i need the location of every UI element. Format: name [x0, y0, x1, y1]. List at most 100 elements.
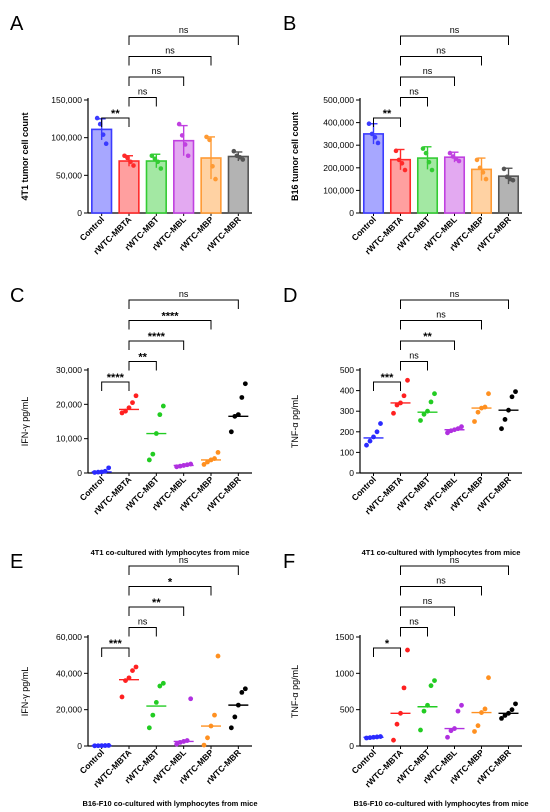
data-point [179, 133, 185, 138]
bar [227, 155, 249, 214]
data-point [133, 664, 139, 670]
data-point [205, 459, 210, 465]
data-point [242, 686, 248, 692]
significance-bracket [400, 76, 455, 86]
data-point [401, 685, 407, 691]
significance-bracket [128, 97, 157, 107]
data-point [510, 177, 516, 183]
data-point [472, 419, 477, 424]
significance-bracket [400, 565, 509, 575]
significance-label: ns [409, 617, 419, 627]
data-point [391, 737, 396, 743]
data-point [153, 700, 159, 705]
data-point [421, 411, 427, 417]
significance-label: ns [152, 66, 162, 76]
data-point [513, 701, 518, 707]
significance-label: ns [138, 617, 148, 627]
bar [145, 160, 167, 214]
data-point [149, 153, 155, 159]
significance-label: * [385, 638, 390, 650]
data-point [182, 142, 188, 147]
data-point [418, 727, 423, 733]
data-point [205, 735, 210, 741]
data-point [402, 167, 408, 173]
data-point [215, 450, 221, 455]
significance-bracket [373, 381, 401, 391]
significance-label: ** [152, 597, 161, 609]
panel-letter: D [283, 285, 297, 307]
data-point [472, 729, 477, 734]
significance-bracket [400, 35, 509, 45]
y-tick-label: 0 [77, 741, 82, 751]
significance-bracket [101, 117, 130, 127]
y-tick-label: 30,000 [56, 365, 82, 375]
y-tick-label: 0 [349, 468, 354, 478]
panel-letter: C [10, 285, 24, 307]
significance-bracket [128, 565, 239, 575]
y-tick-label: 50,000 [56, 170, 82, 180]
data-point [482, 706, 488, 712]
data-point [155, 159, 161, 165]
y-axis-title: IFN-γ pg/mL [20, 667, 30, 717]
y-tick-label: 300,000 [323, 140, 354, 150]
data-point [231, 148, 237, 154]
data-point [423, 150, 429, 156]
data-point [201, 462, 207, 467]
data-point [401, 393, 407, 399]
significance-label: ** [423, 331, 432, 343]
data-point [150, 451, 156, 457]
data-point [509, 707, 515, 713]
data-point [405, 647, 410, 653]
significance-label: ** [138, 352, 147, 364]
data-point [364, 442, 369, 448]
data-point [131, 163, 136, 168]
data-point [475, 723, 481, 729]
data-point [242, 381, 248, 387]
data-point [100, 132, 106, 137]
y-tick-label: 500,000 [323, 95, 354, 105]
data-point [157, 412, 163, 418]
data-point [502, 417, 508, 422]
data-point [103, 141, 109, 146]
data-point [133, 393, 139, 399]
data-point [158, 166, 164, 171]
significance-label: ns [436, 576, 446, 586]
significance-label: *** [381, 372, 395, 384]
data-point [445, 734, 450, 740]
data-point [146, 457, 152, 463]
data-point [184, 738, 190, 743]
x-axis-title: 4T1 co-cultured with lymphocytes from mi… [91, 548, 250, 557]
significance-label: ns [165, 46, 175, 56]
y-tick-label: 0 [77, 468, 82, 478]
data-point [455, 708, 461, 714]
bar [91, 128, 113, 214]
data-point [240, 157, 246, 162]
data-point [420, 146, 426, 151]
data-point [421, 708, 427, 714]
data-point [459, 702, 464, 708]
significance-bracket [128, 627, 157, 637]
data-point [185, 153, 191, 159]
y-tick-label: 500 [340, 705, 354, 715]
data-point [432, 678, 437, 683]
data-point [502, 713, 508, 718]
significance-label: ns [436, 46, 446, 56]
data-point [128, 159, 133, 165]
significance-bracket [400, 586, 482, 596]
panel-letter: F [283, 551, 295, 573]
significance-bracket [128, 56, 212, 66]
y-tick-label: 300 [340, 406, 354, 416]
data-point [204, 134, 209, 140]
y-tick-label: 10,000 [56, 434, 82, 444]
x-axis-title: B16-F10 co-cultured with lymphocytes fro… [353, 799, 528, 808]
panel-letter: E [10, 551, 23, 573]
data-point [119, 694, 125, 700]
significance-label: **** [107, 372, 125, 384]
data-point [152, 156, 158, 162]
data-point [426, 159, 432, 165]
y-axis-title: B16 tumor cell count [290, 112, 300, 201]
significance-label: ns [450, 555, 460, 565]
significance-bracket [400, 340, 455, 350]
significance-label: ns [423, 66, 433, 76]
